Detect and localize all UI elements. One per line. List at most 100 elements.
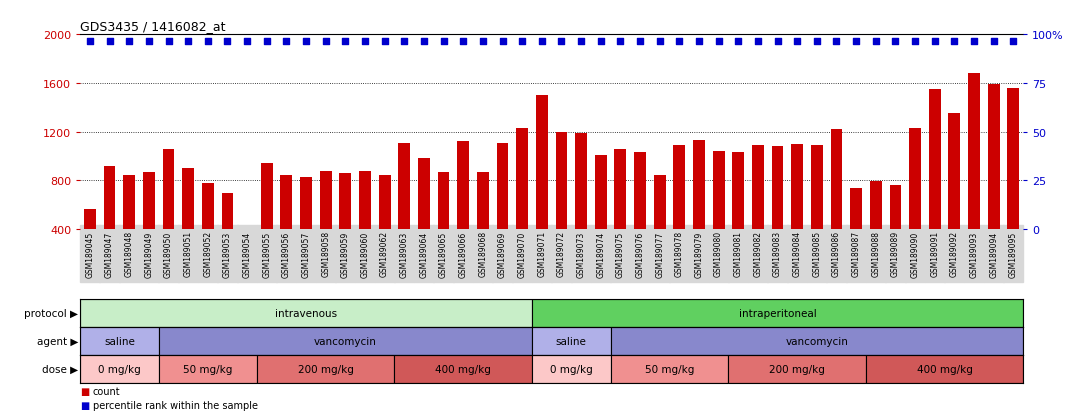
Point xyxy=(121,39,138,46)
Text: ■: ■ xyxy=(80,400,90,410)
Point xyxy=(415,39,433,46)
Bar xyxy=(532,327,611,355)
Point xyxy=(788,39,805,46)
Point xyxy=(572,39,590,46)
Bar xyxy=(497,143,508,278)
Bar xyxy=(909,128,921,278)
Text: 400 mg/kg: 400 mg/kg xyxy=(916,364,973,374)
Point xyxy=(376,39,393,46)
Bar xyxy=(394,355,532,383)
Bar xyxy=(614,149,626,278)
Bar xyxy=(281,176,293,278)
Bar xyxy=(300,177,312,278)
Text: vancomycin: vancomycin xyxy=(314,336,377,346)
Point xyxy=(533,39,550,46)
Point xyxy=(769,39,786,46)
Bar xyxy=(104,166,115,278)
Text: agent ▶: agent ▶ xyxy=(36,336,78,346)
Bar xyxy=(611,327,1023,355)
Bar xyxy=(261,164,272,278)
Bar xyxy=(359,172,371,278)
Bar xyxy=(536,96,548,278)
Bar xyxy=(159,355,257,383)
Point xyxy=(690,39,707,46)
Bar xyxy=(693,141,705,278)
Bar xyxy=(811,146,822,278)
Bar xyxy=(80,327,159,355)
Bar xyxy=(340,173,351,278)
Point xyxy=(160,39,177,46)
Point xyxy=(200,39,217,46)
Text: 50 mg/kg: 50 mg/kg xyxy=(645,364,694,374)
Bar xyxy=(241,230,253,278)
Bar xyxy=(831,130,843,278)
Bar xyxy=(555,132,567,278)
Bar xyxy=(752,146,764,278)
Point xyxy=(907,39,924,46)
Point xyxy=(592,39,609,46)
Bar xyxy=(988,85,1000,278)
Point xyxy=(651,39,669,46)
Bar xyxy=(532,299,1023,327)
Text: GDS3435 / 1416082_at: GDS3435 / 1416082_at xyxy=(80,19,225,33)
Point xyxy=(750,39,767,46)
Point xyxy=(258,39,276,46)
Bar xyxy=(1007,88,1019,278)
Bar xyxy=(162,149,174,278)
Point xyxy=(81,39,98,46)
Bar xyxy=(611,355,728,383)
Point xyxy=(848,39,865,46)
Bar xyxy=(595,155,607,278)
Bar xyxy=(948,114,960,278)
Point xyxy=(238,39,255,46)
Text: vancomycin: vancomycin xyxy=(785,336,848,346)
Bar xyxy=(457,142,469,278)
Point xyxy=(298,39,315,46)
Bar xyxy=(968,74,980,278)
Point xyxy=(435,39,452,46)
Bar xyxy=(438,172,450,278)
Point xyxy=(926,39,943,46)
Bar xyxy=(477,172,489,278)
Text: intraperitoneal: intraperitoneal xyxy=(739,308,816,318)
Bar xyxy=(712,152,724,278)
Bar xyxy=(84,210,96,278)
Bar xyxy=(728,355,866,383)
Text: saline: saline xyxy=(104,336,135,346)
Bar xyxy=(80,299,532,327)
Bar xyxy=(516,128,528,278)
Bar xyxy=(890,186,901,278)
Text: protocol ▶: protocol ▶ xyxy=(23,308,78,318)
Point xyxy=(710,39,727,46)
Bar xyxy=(772,147,784,278)
Point xyxy=(612,39,629,46)
Point xyxy=(317,39,334,46)
Text: 0 mg/kg: 0 mg/kg xyxy=(550,364,593,374)
Bar xyxy=(576,133,587,278)
Bar xyxy=(870,182,882,278)
Point xyxy=(985,39,1002,46)
Point xyxy=(828,39,845,46)
Bar xyxy=(221,194,233,278)
Point xyxy=(867,39,884,46)
Bar xyxy=(791,145,803,278)
Bar xyxy=(654,176,665,278)
Bar xyxy=(319,172,331,278)
Text: 200 mg/kg: 200 mg/kg xyxy=(298,364,354,374)
Text: dose ▶: dose ▶ xyxy=(42,364,78,374)
Text: 50 mg/kg: 50 mg/kg xyxy=(183,364,233,374)
Bar xyxy=(733,153,744,278)
Point xyxy=(179,39,197,46)
Text: 0 mg/kg: 0 mg/kg xyxy=(98,364,141,374)
Point xyxy=(946,39,963,46)
Point xyxy=(219,39,236,46)
Point xyxy=(455,39,472,46)
Point xyxy=(808,39,826,46)
Bar xyxy=(674,146,686,278)
Text: percentile rank within the sample: percentile rank within the sample xyxy=(93,400,257,410)
Text: 200 mg/kg: 200 mg/kg xyxy=(769,364,826,374)
Text: saline: saline xyxy=(555,336,586,346)
Bar xyxy=(159,327,532,355)
Text: count: count xyxy=(93,386,121,396)
Point xyxy=(101,39,119,46)
